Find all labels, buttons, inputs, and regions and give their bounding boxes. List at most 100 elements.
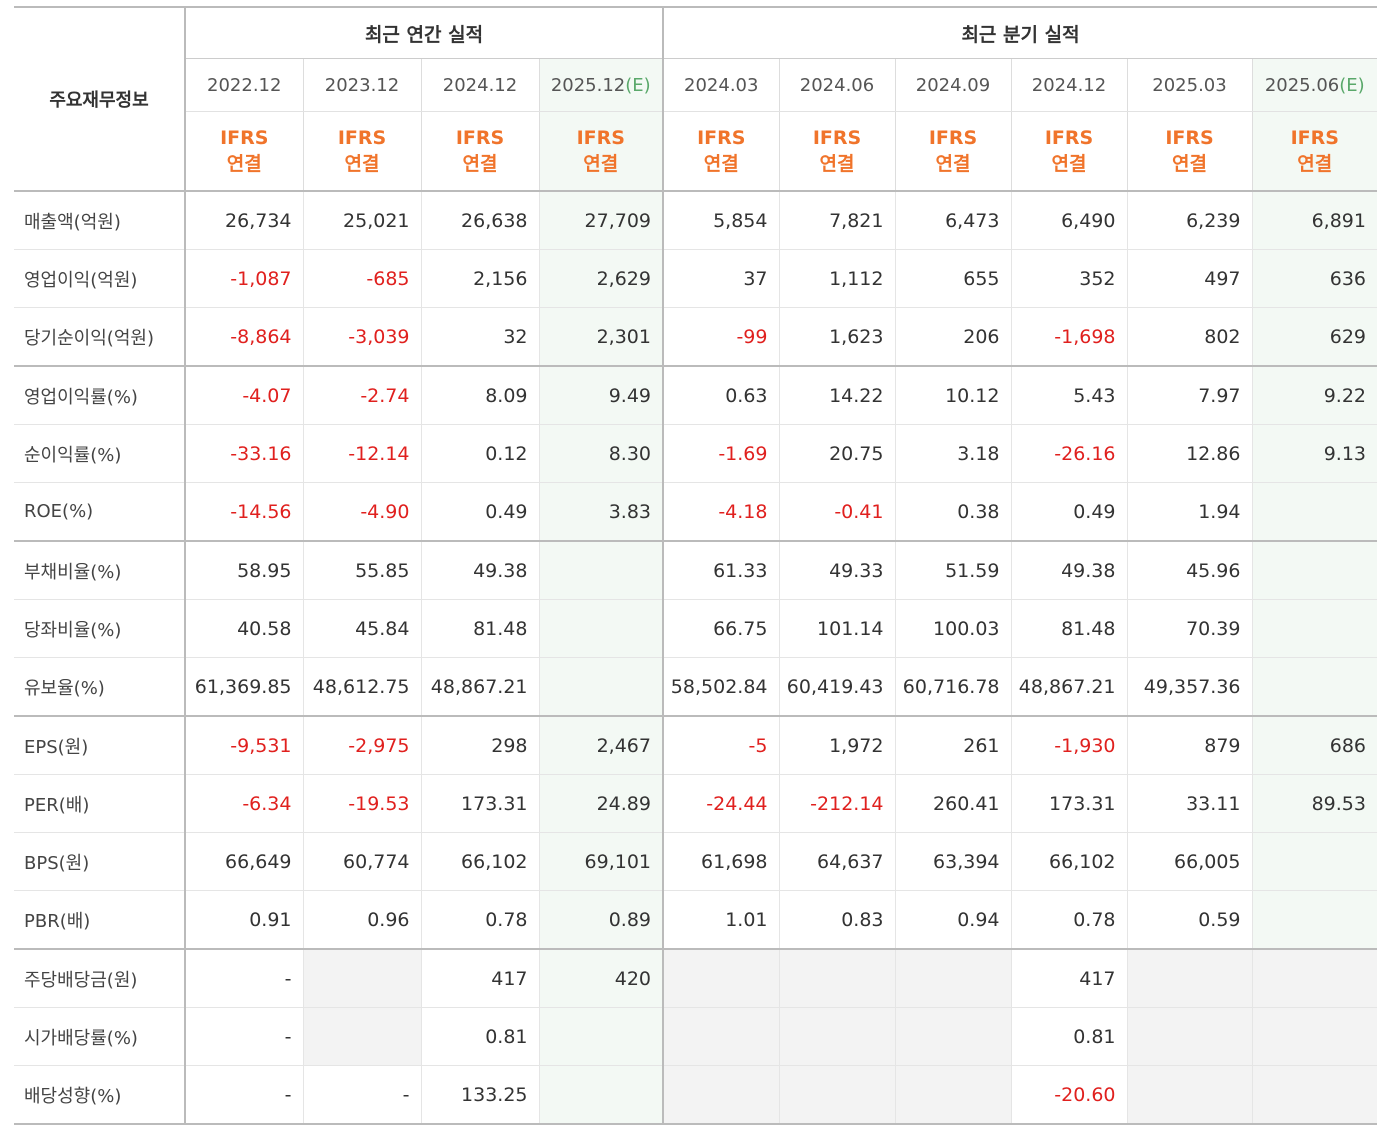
row-label: BPS(원)	[14, 832, 186, 891]
value-cell	[894, 1065, 1011, 1125]
value-cell: 58.95	[184, 541, 303, 600]
value-cell: -19.53	[302, 774, 421, 833]
period-label: 2024.03	[684, 74, 759, 96]
value-cell: 2,156	[420, 249, 539, 308]
value-cell	[1251, 949, 1377, 1008]
value-cell	[538, 599, 663, 658]
value-cell: 8.30	[538, 424, 663, 483]
value-cell: 0.12	[420, 424, 539, 483]
period-label: 2024.12	[1031, 74, 1107, 96]
value-cell: 49,357.36	[1126, 657, 1252, 717]
value-cell: 629	[1251, 307, 1377, 367]
estimate-marker: (E)	[625, 74, 651, 96]
value-cell: 33.11	[1126, 774, 1252, 833]
table-row: 당기순이익(억원) -8,864 -3,039 32 2,301 -99 1,623 206-…	[14, 307, 1377, 367]
value-cell: 0.83	[778, 890, 895, 950]
value-cell: 173.31	[1010, 774, 1127, 833]
ifrs-header: IFRS 연결	[420, 111, 539, 192]
value-cell	[1126, 949, 1252, 1008]
value-cell: 686	[1251, 716, 1377, 775]
table-row: 시가배당률(%) - 0.81 0.81	[14, 1007, 1377, 1066]
value-cell: -12.14	[302, 424, 421, 483]
value-cell: 173.31	[420, 774, 539, 833]
period-header: 2024.09	[894, 58, 1011, 112]
consolidated-label: 연결	[344, 153, 380, 175]
value-cell: 66,005	[1126, 832, 1252, 891]
value-cell	[662, 1007, 779, 1066]
ifrs-label: IFRS	[455, 127, 505, 149]
value-cell: -3,039	[302, 307, 421, 367]
value-cell: 0.38	[894, 482, 1011, 542]
value-cell: -24.44	[662, 774, 779, 833]
ifrs-header: IFRS 연결	[778, 111, 895, 192]
value-cell: 9.49	[538, 366, 663, 425]
period-label: 2024.09	[915, 74, 991, 96]
value-cell	[302, 1007, 421, 1066]
value-cell: -0.41	[778, 482, 895, 542]
financial-summary-table: 주요재무정보 최근 연간 실적 최근 분기 실적 2022.12 2023.12 2…	[14, 6, 1377, 1125]
ifrs-header: IFRS 연결	[1010, 111, 1127, 192]
row-label: 시가배당률(%)	[14, 1007, 186, 1066]
value-cell: 0.78	[420, 890, 539, 950]
value-cell	[1251, 599, 1377, 658]
value-cell: 2,467	[538, 716, 663, 775]
value-cell: 26,734	[184, 191, 303, 250]
value-cell: 417	[1010, 949, 1127, 1008]
value-cell	[538, 657, 663, 717]
value-cell: -9,531	[184, 716, 303, 775]
value-cell: -6.34	[184, 774, 303, 833]
value-cell: -2.74	[302, 366, 421, 425]
value-cell	[1251, 832, 1377, 891]
value-cell: 49.38	[1010, 541, 1127, 600]
value-cell	[1126, 1065, 1252, 1125]
value-cell: -14.56	[184, 482, 303, 542]
period-header: 2024.06	[778, 58, 895, 112]
table-row: 당좌비율(%) 40.58 45.84 81.48 66.75 101.14 100.03 8…	[14, 599, 1377, 658]
value-cell: 60,419.43	[778, 657, 895, 717]
value-cell: 61,369.85	[184, 657, 303, 717]
ifrs-label: IFRS	[220, 127, 269, 149]
ifrs-label: IFRS	[337, 127, 387, 149]
value-cell: 10.12	[894, 366, 1011, 425]
table-row: BPS(원) 66,649 60,774 66,102 69,101 61,698 64,6…	[14, 832, 1377, 891]
value-cell: 51.59	[894, 541, 1011, 600]
value-cell: 417	[420, 949, 539, 1008]
value-cell: -685	[302, 249, 421, 308]
period-header: 2022.12	[185, 58, 303, 112]
ifrs-header-row: IFRS 연결 IFRS 연결 IFRS 연결 IFRS 연결 IFRS 연결 IFRS 연결 IFRS…	[14, 111, 1377, 192]
table-row: 영업이익률(%) -4.07 -2.74 8.09 9.49 0.63 14.22 10.12…	[14, 366, 1377, 425]
value-cell: -99	[662, 307, 779, 367]
value-cell: 0.63	[662, 366, 779, 425]
row-label: 배당성향(%)	[14, 1065, 186, 1125]
ifrs-label: IFRS	[697, 127, 746, 149]
value-cell: 6,891	[1251, 191, 1377, 250]
value-cell: 27,709	[538, 191, 663, 250]
consolidated-label: 연결	[819, 153, 855, 175]
value-cell: 14.22	[778, 366, 895, 425]
value-cell: 0.59	[1126, 890, 1252, 950]
table-row: 영업이익(억원) -1,087 -685 2,156 2,629 37 1,112 655 35…	[14, 249, 1377, 308]
value-cell: 40.58	[184, 599, 303, 658]
value-cell: -4.90	[302, 482, 421, 542]
table-row: 순이익률(%) -33.16 -12.14 0.12 8.30 -1.69 20.75 3.1…	[14, 424, 1377, 483]
value-cell: 70.39	[1126, 599, 1252, 658]
table-row: 배당성향(%) - -133.25 -20.60	[14, 1065, 1377, 1125]
value-cell	[1251, 541, 1377, 600]
value-cell: 20.75	[778, 424, 895, 483]
value-cell: 0.78	[1010, 890, 1127, 950]
value-cell: 66.75	[662, 599, 779, 658]
value-cell: 0.81	[1010, 1007, 1127, 1066]
table-row: ROE(%) -14.56 -4.90 0.49 3.83 -4.18 -0.41 0.38 0…	[14, 482, 1377, 542]
value-cell: 45.96	[1126, 541, 1252, 600]
ifrs-label: IFRS	[1044, 127, 1094, 149]
row-label: EPS(원)	[14, 716, 186, 775]
table-row: 매출액(억원) 26,734 25,021 26,638 27,709 5,854 7,82…	[14, 191, 1377, 250]
consolidated-label: 연결	[935, 153, 971, 175]
ifrs-label: IFRS	[812, 127, 862, 149]
period-label: 2025.06	[1264, 74, 1340, 96]
value-cell: 60,716.78	[894, 657, 1011, 717]
row-label: ROE(%)	[14, 482, 186, 542]
period-header: 2024.12	[420, 58, 539, 112]
value-cell: 0.94	[894, 890, 1011, 950]
row-label: 주당배당금(원)	[14, 949, 186, 1008]
